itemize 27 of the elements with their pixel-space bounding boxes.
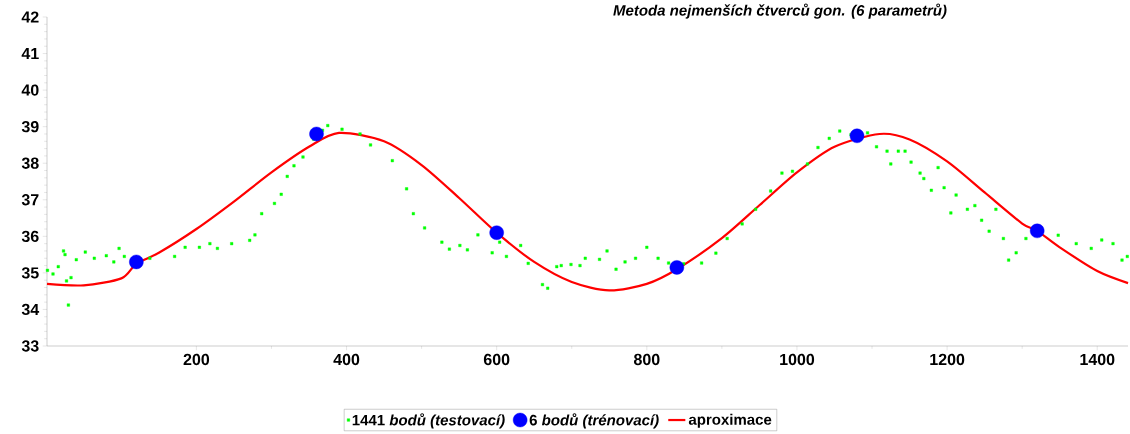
point bbox=[129, 254, 144, 270]
y-tick-label: 35 bbox=[21, 267, 39, 279]
x-tick-label: 1000 bbox=[780, 353, 815, 366]
y-tick-label: 42 bbox=[21, 11, 39, 23]
point bbox=[849, 128, 865, 144]
x-tick-label: 1200 bbox=[930, 353, 965, 366]
y-tick-label: 40 bbox=[21, 84, 39, 96]
x-tick-label: 200 bbox=[183, 353, 210, 366]
point bbox=[309, 126, 324, 142]
x-tick-label: 600 bbox=[483, 353, 510, 366]
x-tick-label: 1400 bbox=[1080, 353, 1115, 366]
y-tick-label: 37 bbox=[21, 194, 39, 206]
point bbox=[1029, 223, 1045, 239]
y-tick-label: 41 bbox=[21, 48, 39, 60]
legend-label: 6 bodů (trénovací) bbox=[529, 413, 659, 429]
point bbox=[489, 225, 504, 240]
legend-label: aproximace bbox=[688, 413, 772, 428]
y-tick-label: 39 bbox=[21, 120, 39, 133]
y-tick-label: 34 bbox=[21, 303, 40, 316]
point bbox=[669, 260, 685, 275]
y-tick-label: 36 bbox=[21, 230, 39, 242]
y-tick-label: 33 bbox=[21, 340, 39, 352]
x-tick-label: 400 bbox=[333, 353, 360, 366]
x-tick-label: 800 bbox=[633, 353, 660, 366]
chart-title: Metoda nejmenších čtverců gon. (6 parametrů) bbox=[613, 3, 947, 19]
y-tick-label: 38 bbox=[21, 157, 39, 169]
legend-label: 1441 bodů (testovací) bbox=[352, 413, 505, 429]
